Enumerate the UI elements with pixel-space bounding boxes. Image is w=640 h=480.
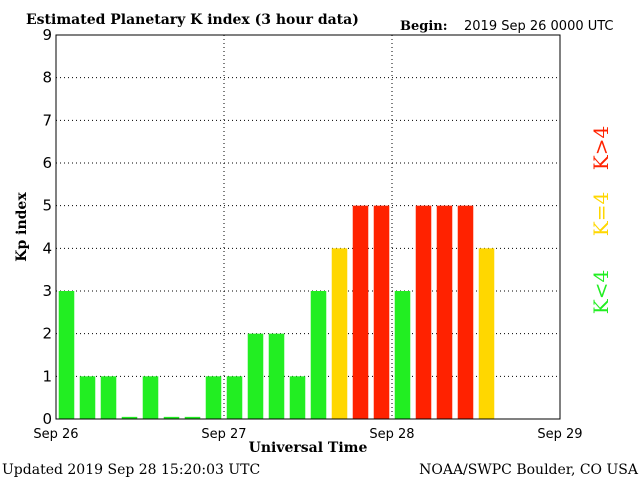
x-tick-label: Sep 26 — [33, 427, 78, 442]
y-tick-label: 2 — [42, 325, 52, 343]
legend-mid: K=4 — [589, 192, 613, 236]
y-axis-label: Kp index — [14, 192, 30, 262]
kp-bar — [457, 205, 474, 419]
begin-label: Begin: — [400, 19, 448, 34]
y-tick-label: 9 — [42, 26, 52, 44]
x-tick-labels: Sep 26 Sep 27 Sep 28 Sep 29 — [33, 427, 582, 442]
kp-bar — [331, 248, 348, 419]
kp-bar — [289, 376, 306, 419]
y-tick-labels: 0 1 2 3 4 5 6 7 8 9 — [42, 26, 52, 428]
kp-bar — [205, 376, 222, 419]
legend-high: K>4 — [589, 126, 613, 170]
y-tick-label: 8 — [42, 69, 52, 87]
kp-bar — [436, 205, 453, 419]
kp-bar — [394, 291, 411, 419]
x-tick-label: Sep 29 — [537, 427, 582, 442]
source-credit: NOAA/SWPC Boulder, CO USA — [419, 462, 639, 478]
bar-series — [58, 205, 495, 419]
kp-bar — [373, 205, 390, 419]
y-tick-label: 6 — [42, 154, 52, 172]
kp-bar — [226, 376, 243, 419]
kp-bar — [142, 376, 159, 419]
chart-title: Estimated Planetary K index (3 hour data… — [26, 12, 359, 28]
legend-low: K<4 — [589, 270, 613, 314]
kp-bar — [415, 205, 432, 419]
kp-bar — [247, 333, 264, 419]
kp-bar — [100, 376, 117, 419]
kp-bar — [58, 291, 75, 419]
kp-bar — [352, 205, 369, 419]
plot-frame — [55, 34, 561, 420]
y-tick-label: 0 — [42, 410, 52, 428]
kp-bar — [268, 333, 285, 419]
grid-lines — [56, 35, 560, 419]
y-tick-label: 5 — [42, 197, 52, 215]
y-tick-label: 3 — [42, 282, 52, 300]
x-axis-label: Universal Time — [249, 440, 368, 456]
y-tick-label: 7 — [42, 111, 52, 129]
begin-value: 2019 Sep 26 0000 UTC — [464, 19, 614, 34]
y-tick-label: 1 — [42, 367, 52, 385]
y-tick-label: 4 — [42, 239, 52, 257]
kp-bar — [310, 291, 327, 419]
updated-timestamp: Updated 2019 Sep 28 15:20:03 UTC — [2, 462, 260, 478]
kp-bar — [121, 416, 138, 419]
kp-bar — [79, 376, 96, 419]
x-tick-label: Sep 27 — [201, 427, 246, 442]
kp-bar — [478, 248, 495, 419]
kp-bar — [184, 416, 201, 419]
kp-bar — [163, 416, 180, 419]
x-tick-label: Sep 28 — [369, 427, 414, 442]
